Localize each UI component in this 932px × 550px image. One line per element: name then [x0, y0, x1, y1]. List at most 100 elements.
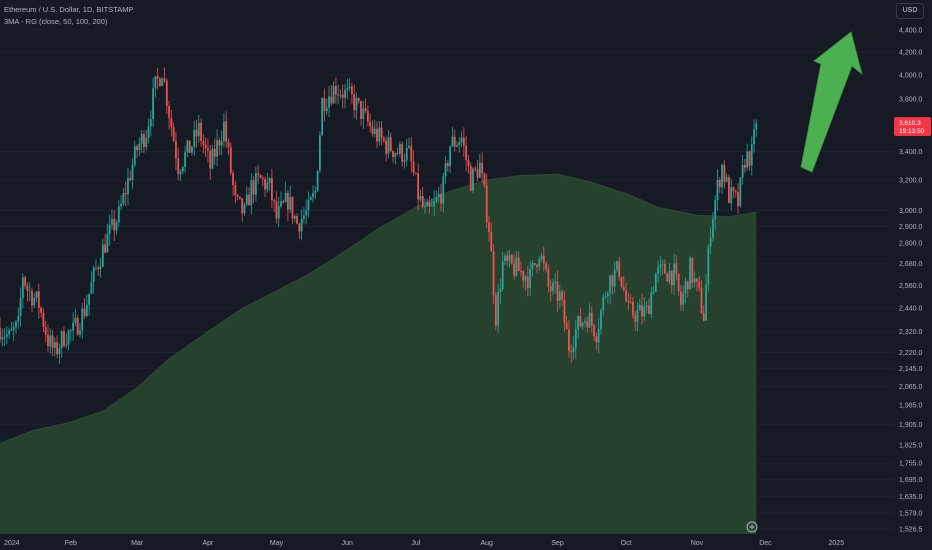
candle-body: [257, 173, 260, 176]
candle-body: [117, 206, 120, 223]
candle-body: [389, 137, 392, 152]
candle-body: [287, 192, 289, 210]
candle-body: [76, 317, 79, 335]
candle-body: [44, 327, 47, 335]
time-tick-label: Dec: [759, 540, 772, 547]
candle-body: [129, 178, 132, 180]
candle-body: [398, 144, 401, 154]
candle-body: [428, 202, 431, 207]
candle-body: [513, 263, 516, 276]
time-axis[interactable]: 2024 Feb Mar Apr May Jun Jul Aug Sep Oct Nov Dec 202…: [4, 540, 844, 547]
candle-body: [344, 89, 346, 98]
candle-body: [693, 278, 696, 283]
candle-body: [734, 191, 737, 193]
candle-body: [636, 310, 639, 322]
candle-body: [140, 133, 143, 144]
candle-body: [494, 295, 497, 326]
candle-body: [355, 97, 358, 111]
candle-body: [248, 194, 250, 206]
candle-body: [321, 98, 324, 136]
candle-body: [472, 168, 474, 191]
candle-body: [606, 293, 609, 297]
candle-body: [497, 292, 500, 326]
candle-body: [659, 264, 662, 268]
candle-body: [83, 308, 86, 317]
candle-body: [15, 321, 17, 328]
candle-body: [730, 187, 733, 203]
candle-body: [232, 173, 234, 186]
chart-legend: Ethereum / U.S. Dollar, 1D, BITSTAMP 3MA…: [4, 4, 133, 28]
candle-body: [414, 172, 417, 174]
candle-body: [234, 185, 237, 196]
candle-body: [440, 193, 442, 204]
candle-body: [696, 278, 698, 282]
candle-body: [474, 168, 477, 170]
candle-body: [143, 133, 145, 147]
candle-body: [510, 255, 513, 264]
candle-body: [481, 162, 484, 174]
candle-body: [650, 292, 653, 315]
candle-body: [392, 151, 394, 157]
time-tick-label: Mar: [131, 540, 144, 547]
candle-body: [67, 330, 70, 345]
candle-body: [131, 164, 134, 180]
candle-body: [469, 166, 472, 191]
price-tick-label: 2,900.0: [899, 224, 922, 231]
candle-body: [574, 329, 577, 348]
candle-body: [376, 128, 378, 142]
candle-body: [227, 141, 230, 148]
candle-body: [275, 201, 278, 219]
candle-body: [328, 96, 330, 108]
candle-body: [60, 331, 63, 349]
candle-body: [314, 190, 317, 193]
symbol-title[interactable]: Ethereum / U.S. Dollar, 1D, BITSTAMP: [4, 5, 134, 14]
candle-body: [186, 140, 189, 153]
candle-body: [371, 126, 374, 134]
candle-body: [739, 177, 742, 206]
candle-body: [120, 203, 123, 207]
candle-body: [478, 162, 481, 178]
candle-body: [424, 206, 426, 208]
candle-body: [111, 218, 113, 225]
candle-body: [191, 146, 193, 153]
candle-body: [330, 96, 333, 104]
candle-body: [538, 258, 541, 267]
price-tick-label: 1,985.0: [899, 403, 922, 410]
candle-body: [291, 196, 294, 219]
candle-body: [515, 257, 518, 276]
candle-body: [410, 145, 413, 162]
scroll-button-circle[interactable]: [746, 521, 758, 533]
candle-body: [643, 306, 646, 317]
candle-body: [552, 282, 554, 292]
price-axis[interactable]: 1,526.5 1,579.0 1,635.0 1,695.0 1,755.0 1,825…: [899, 28, 922, 534]
candle-body: [165, 80, 168, 107]
candle-body: [63, 331, 65, 346]
candle-body: [744, 164, 746, 168]
candle-body: [188, 140, 191, 153]
candle-body: [385, 140, 388, 154]
candle-body: [554, 281, 557, 283]
price-tick-label: 1,755.0: [899, 461, 922, 468]
candle-body: [223, 121, 225, 142]
candle-body: [122, 193, 125, 204]
candle-body: [705, 284, 707, 321]
candle-body: [750, 144, 753, 166]
candle-body: [666, 273, 669, 282]
candle-body: [483, 173, 486, 186]
candle-body: [92, 267, 95, 283]
candle-body: [1, 337, 4, 340]
candle-body: [641, 305, 643, 317]
scroll-to-realtime-button[interactable]: [746, 521, 758, 533]
candle-body: [179, 171, 182, 174]
indicator-title[interactable]: 3MA - RG (close, 50, 100, 200): [4, 17, 108, 26]
candle-body: [595, 336, 598, 343]
candle-body: [282, 201, 285, 203]
candle-body: [556, 281, 559, 301]
candle-body: [289, 196, 292, 210]
candle-body: [193, 129, 196, 147]
candle-body: [163, 78, 166, 81]
currency-button[interactable]: USD: [896, 3, 924, 19]
candle-body: [229, 147, 232, 174]
candle-body: [24, 277, 27, 286]
